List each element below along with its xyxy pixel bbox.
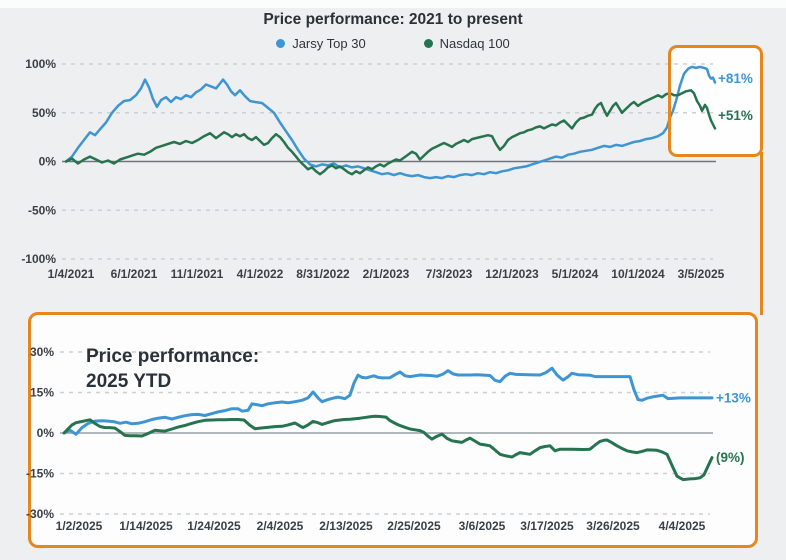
svg-text:-50%: -50%	[28, 203, 56, 217]
svg-text:(9%): (9%)	[716, 450, 745, 465]
nasdaq-legend-label: Nasdaq 100	[439, 36, 510, 51]
top-chart-legend: Jarsy Top 30 Nasdaq 100	[0, 36, 786, 51]
svg-text:10/1/2024: 10/1/2024	[611, 267, 665, 281]
svg-text:1/14/2025: 1/14/2025	[119, 519, 173, 533]
svg-text:50%: 50%	[32, 106, 56, 120]
svg-text:7/3/2023: 7/3/2023	[426, 267, 473, 281]
svg-text:100%: 100%	[25, 57, 56, 71]
svg-text:2/4/2025: 2/4/2025	[257, 519, 304, 533]
svg-text:2/1/2023: 2/1/2023	[363, 267, 410, 281]
jarsy-legend-label: Jarsy Top 30	[292, 36, 366, 51]
nasdaq-legend-dot-icon	[423, 39, 433, 48]
svg-text:3/26/2025: 3/26/2025	[586, 519, 640, 533]
svg-text:+81%: +81%	[718, 71, 753, 86]
top-chart-title: Price performance: 2021 to present	[263, 11, 523, 28]
svg-text:30%: 30%	[30, 345, 54, 359]
bottom-chart-title-line1: Price performance:	[86, 346, 260, 367]
recent-period-highlight-box	[668, 45, 763, 157]
svg-text:0%: 0%	[37, 426, 55, 440]
svg-text:4/1/2022: 4/1/2022	[237, 267, 284, 281]
highlight-connector-line	[760, 152, 763, 315]
svg-text:6/1/2021: 6/1/2021	[111, 267, 158, 281]
svg-text:2/13/2025: 2/13/2025	[319, 519, 373, 533]
svg-text:0%: 0%	[39, 155, 57, 169]
svg-text:12/1/2023: 12/1/2023	[485, 267, 539, 281]
svg-text:+51%: +51%	[718, 108, 753, 123]
svg-text:1/24/2025: 1/24/2025	[187, 519, 241, 533]
bottom-chart-title: Price performance: 2025 YTD	[86, 344, 259, 394]
bottom-chart-canvas: 30% 15% 0% -15% -30%1/2/2025 1/14/2025 1/24/20…	[26, 345, 751, 533]
legend-item-nasdaq: Nasdaq 100	[423, 36, 510, 51]
legend-item-jarsy: Jarsy Top 30	[276, 36, 366, 51]
jarsy-legend-dot-icon	[276, 39, 286, 48]
svg-text:1/4/2021: 1/4/2021	[48, 267, 95, 281]
svg-text:-100%: -100%	[21, 252, 56, 266]
svg-text:11/1/2021: 11/1/2021	[171, 267, 224, 281]
svg-text:15%: 15%	[30, 386, 54, 400]
svg-text:1/2/2025: 1/2/2025	[56, 519, 103, 533]
svg-text:+13%: +13%	[716, 390, 751, 405]
svg-text:-30%: -30%	[26, 507, 54, 521]
top-chart-canvas: 100% 50% 0% -50% -100%1/4/2021 6/1/2021 11/1/2…	[21, 57, 753, 281]
svg-text:3/17/2025: 3/17/2025	[520, 519, 574, 533]
svg-text:8/31/2022: 8/31/2022	[296, 267, 350, 281]
svg-text:-15%: -15%	[26, 467, 54, 481]
svg-text:3/5/2025: 3/5/2025	[678, 267, 725, 281]
bottom-chart-title-line2: 2025 YTD	[86, 371, 172, 393]
top-edge-strip	[0, 0, 786, 8]
svg-text:2/25/2025: 2/25/2025	[387, 519, 441, 533]
svg-text:5/1/2024: 5/1/2024	[552, 267, 599, 281]
svg-text:3/6/2025: 3/6/2025	[459, 519, 506, 533]
svg-text:4/4/2025: 4/4/2025	[659, 519, 706, 533]
